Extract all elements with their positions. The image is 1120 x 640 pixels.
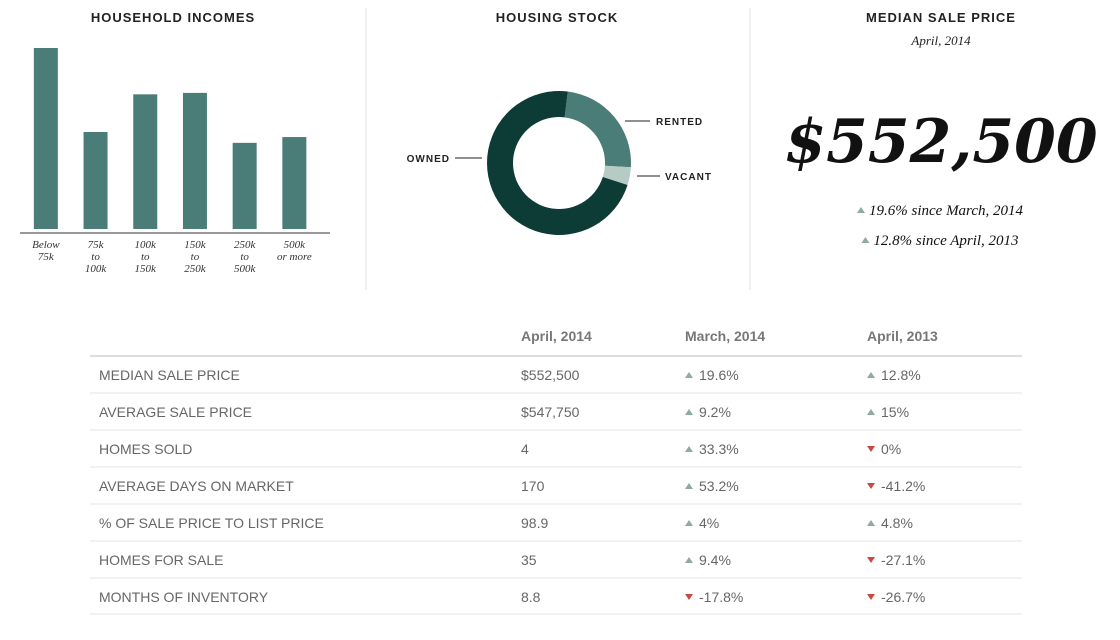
trend-arrow [685,594,693,600]
trend-arrow [857,207,865,213]
slice-label: OWNED [407,154,450,165]
cell: 53.2% [699,478,739,494]
cell: 12.8% [881,367,921,383]
panel-title: MEDIAN SALE PRICE [866,10,1016,25]
x-tick-label: 250k to 500k [233,239,256,275]
slice-label: RENTED [656,117,703,128]
bar [282,137,307,229]
cell: 4% [699,515,719,531]
column-header: April, 2013 [867,328,938,344]
cell: 170 [521,478,545,494]
column-header: April, 2014 [521,328,592,344]
trend-arrow [867,409,875,415]
panel-subtitle: April, 2014 [910,33,971,48]
trend-arrow [867,557,875,563]
row-label: MONTHS OF INVENTORY [99,589,269,605]
trend-arrow [861,237,870,243]
cell: $547,750 [521,404,580,420]
row-label: AVERAGE DAYS ON MARKET [99,478,294,494]
cell: 4 [521,441,529,457]
row-label: HOMES SOLD [99,441,192,457]
trend-arrow [685,446,693,452]
bar [133,94,158,229]
trend-arrow [867,594,875,600]
bar [83,131,108,229]
trend-arrow [685,520,693,526]
x-tick-label: 150k to 250k [184,239,206,275]
slice-label: VACANT [665,172,712,183]
cell: 0% [881,441,901,457]
donut-slice [486,90,628,235]
trend-arrow [685,409,693,415]
row-label: HOMES FOR SALE [99,552,223,568]
row-label: MEDIAN SALE PRICE [99,367,240,383]
donut-slice [564,91,632,168]
trend-arrow [685,372,693,378]
x-tick-label: 500k or more [276,239,312,263]
cell: 15% [881,404,909,420]
row-label: % OF SALE PRICE TO LIST PRICE [99,515,324,531]
bar [232,142,257,229]
column-header: March, 2014 [685,328,765,344]
chart-title: HOUSING STOCK [496,10,619,25]
trend-arrow [685,483,693,489]
x-tick-label: Below 75k [32,239,60,263]
cell: -27.1% [881,552,925,568]
donut-slice [602,165,631,186]
trend-arrow [867,446,875,452]
trend-arrow [685,557,693,563]
row-label: AVERAGE SALE PRICE [99,404,252,420]
price-change: 19.6% since March, 2014 [869,203,1023,219]
bar [182,92,207,229]
cell: -41.2% [881,478,925,494]
cell: 98.9 [521,515,548,531]
bar [33,48,58,229]
cell: -17.8% [699,589,743,605]
x-tick-label: 75k to 100k [84,239,107,275]
price-change: 12.8% since April, 2013 [873,233,1018,249]
trend-arrow [867,372,875,378]
cell: 19.6% [699,367,739,383]
chart-title: HOUSEHOLD INCOMES [91,10,255,25]
cell: 33.3% [699,441,739,457]
cell: 35 [521,552,537,568]
cell: 9.4% [699,552,731,568]
trend-arrow [867,520,875,526]
cell: 9.2% [699,404,731,420]
x-tick-label: 100k to 150k [134,239,156,275]
cell: 8.8 [521,589,541,605]
price: $552,500 [784,107,1097,177]
trend-arrow [867,483,875,489]
cell: $552,500 [521,367,580,383]
cell: 4.8% [881,515,913,531]
cell: -26.7% [881,589,925,605]
